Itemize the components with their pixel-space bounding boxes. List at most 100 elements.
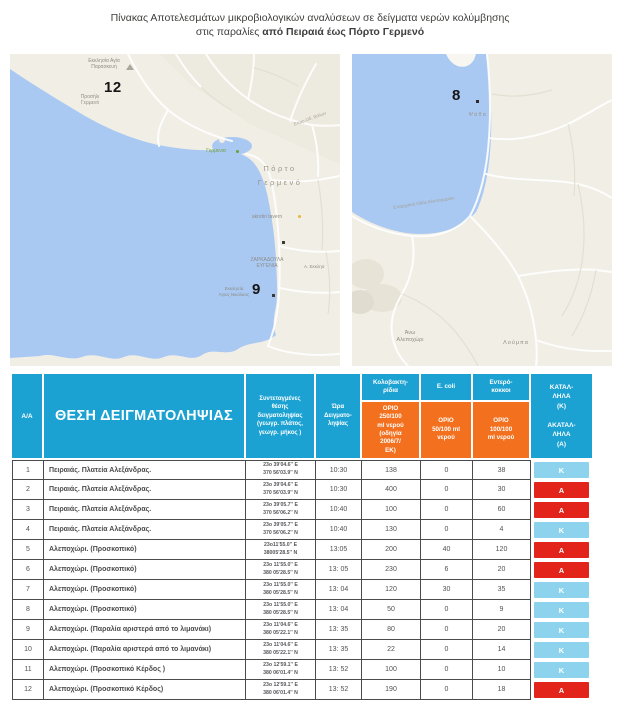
- row-number: 12: [12, 680, 44, 700]
- row-coord-line2: 380 06'01.4'' Ν: [263, 669, 298, 676]
- row-ecoli: 40: [421, 540, 473, 560]
- row-verdict: Κ: [531, 600, 592, 620]
- row-verdict: Α: [531, 500, 592, 520]
- row-coord-line2: 370 56'06.2'' Ν: [263, 509, 298, 516]
- table-row: 7 Αλεποχώρι. (Προσκοπικό) 23o 11'55.0'' …: [12, 580, 592, 600]
- row-ecoli: 0: [421, 660, 473, 680]
- table-row: 3 Πειραιάς. Πλατεία Αλεξάνδρας. 23o 39'0…: [12, 500, 592, 520]
- row-coordinates: 23o 39'05.7'' Ε 370 56'06.2'' Ν: [246, 500, 316, 520]
- row-location: Αλεποχώρι. (Προσκοπικό): [44, 600, 246, 620]
- map-label-church-paraskevi: Εκκλησία Αγία Παρασκευή: [88, 58, 120, 71]
- map-label-loumpa: Λούμπα: [503, 340, 529, 346]
- row-verdict: Α: [531, 540, 592, 560]
- row-coordinates: 23o 11'55.0'' Ε 380 05'28.5'' Ν: [246, 580, 316, 600]
- title-line2-bold: από Πειραιά έως Πόρτο Γερμενό: [262, 26, 425, 38]
- row-coord-line2: 380 05'28.5'' Ν: [263, 569, 298, 576]
- row-coord-line2: 380 05'22.1'' Ν: [263, 629, 298, 636]
- table-row: 2 Πειραιάς. Πλατεία Αλεξάνδρας. 23o 39'0…: [12, 480, 592, 500]
- row-coordinates: 23o 11'55.0'' Ε 380 05'28.5'' Ν: [246, 600, 316, 620]
- row-time: 13: 05: [316, 560, 362, 580]
- row-coordinates: 23o 11'55.0'' Ε 380 05'28.5'' Ν: [246, 560, 316, 580]
- row-coord-line1: 23o 12'59.1'' Ε: [263, 681, 298, 688]
- row-coord-line1: 23o 39'05.7'' Ε: [263, 501, 298, 508]
- row-enterococci: 9: [473, 600, 531, 620]
- map-label-a-ekklis: Α. Εκκλησ: [304, 264, 325, 269]
- table-row: 1 Πειραιάς. Πλατεία Αλεξάνδρας. 23o 39'0…: [12, 460, 592, 480]
- row-coliforms: 190: [362, 680, 421, 700]
- verdict-chip: Κ: [534, 642, 589, 658]
- row-number: 1: [12, 460, 44, 480]
- row-time: 13:05: [316, 540, 362, 560]
- verdict-chip: Κ: [534, 522, 589, 538]
- verdict-chip: Κ: [534, 622, 589, 638]
- header-ecoli-label: E. coli: [421, 374, 471, 400]
- table-row: 10 Αλεποχώρι. (Παραλία αριστερά από το λ…: [12, 640, 592, 660]
- row-coord-line2: 370 56'06.2'' Ν: [263, 529, 298, 536]
- row-verdict: Α: [531, 480, 592, 500]
- row-enterococci: 35: [473, 580, 531, 600]
- header-location: ΘΕΣΗ ΔΕΙΓΜΑΤΟΛΗΨΙΑΣ: [44, 374, 244, 458]
- row-ecoli: 0: [421, 480, 473, 500]
- row-coliforms: 22: [362, 640, 421, 660]
- row-coord-line1: 23o 11'55.0'' Ε: [263, 581, 298, 588]
- page-title: Πίνακας Αποτελεσμάτων μικροβιολογικών αν…: [0, 11, 620, 39]
- row-ecoli: 0: [421, 620, 473, 640]
- row-coliforms: 200: [362, 540, 421, 560]
- row-verdict: Α: [531, 560, 592, 580]
- row-enterococci: 120: [473, 540, 531, 560]
- row-ecoli: 0: [421, 680, 473, 700]
- row-number: 7: [12, 580, 44, 600]
- table-header: Α/Α ΘΕΣΗ ΔΕΙΓΜΑΤΟΛΗΨΙΑΣ Συντεταγμένες θέ…: [12, 374, 592, 458]
- verdict-chip: Κ: [534, 582, 589, 598]
- map-label-zarkadoula: ΖΑΡΚΑΔΟΥΛΑ ΕΥΓΕΝΙΑ: [250, 257, 284, 270]
- map-label-prosili: Προσήλι Γερμενό: [80, 94, 100, 107]
- row-coord-line1: 23o 11'04.6'' Ε: [263, 621, 298, 628]
- map-label-church-nikolaos: Εκκλησία Άγιος Νικόλαος: [218, 286, 250, 297]
- row-coord-line1: 23o 11'55.0'' Ε: [263, 601, 298, 608]
- row-coliforms: 80: [362, 620, 421, 640]
- table-row: 6 Αλεποχώρι. (Προσκοπικό) 23o 11'55.0'' …: [12, 560, 592, 580]
- row-coordinates: 23o11'55.0'' Ε 38005'28.5'' Ν: [246, 540, 316, 560]
- row-coordinates: 23o 39'04.6'' Ε 370 56'03.9'' Ν: [246, 480, 316, 500]
- verdict-chip: Α: [534, 502, 589, 518]
- row-coord-line2: 380 05'28.5'' Ν: [263, 589, 298, 596]
- row-time: 13: 35: [316, 640, 362, 660]
- row-coord-line2: 370 56'03.9'' Ν: [263, 470, 298, 476]
- row-coordinates: 23o 12'59.1'' Ε 380 06'01.4'' Ν: [246, 660, 316, 680]
- row-location: Πειραιάς. Πλατεία Αλεξάνδρας.: [44, 520, 246, 540]
- row-coordinates: 23o 11'04.6'' Ε 380 05'22.1'' Ν: [246, 620, 316, 640]
- row-ecoli: 6: [421, 560, 473, 580]
- row-enterococci: 10: [473, 660, 531, 680]
- row-time: 13: 35: [316, 620, 362, 640]
- row-enterococci: 20: [473, 560, 531, 580]
- row-coord-line2: 380 05'22.1'' Ν: [263, 649, 298, 656]
- row-coliforms: 100: [362, 660, 421, 680]
- row-coliforms: 130: [362, 520, 421, 540]
- map-psatha: 8 Ψάθα Επαρχιακή Οδός Αλεποχωρίου Άνω Αλ…: [352, 54, 612, 366]
- title-line2-prefix: στις παραλίες: [195, 26, 263, 38]
- header-coliforms: Κολοβακτη- ρίδια ΟΡΙΟ 250/100 ml νερού (…: [362, 374, 419, 458]
- row-verdict: Α: [531, 680, 592, 700]
- row-location: Πειραιάς. Πλατεία Αλεξάνδρας.: [44, 500, 246, 520]
- verdict-chip: Α: [534, 682, 589, 698]
- row-coord-line1: 23o11'55.0'' Ε: [263, 541, 298, 548]
- map-right-graphic: [352, 54, 612, 366]
- row-coliforms: 138: [362, 460, 421, 480]
- germenia-poi-dot: [236, 150, 239, 153]
- row-coord-line2: 38005'28.5'' Ν: [263, 549, 298, 556]
- row-coordinates: 23o 39'04.6'' Ε 370 56'03.9'' Ν: [246, 460, 316, 480]
- verdict-chip: Κ: [534, 662, 589, 678]
- row-enterococci: 20: [473, 620, 531, 640]
- row-coliforms: 230: [362, 560, 421, 580]
- title-line1: Πίνακας Αποτελεσμάτων μικροβιολογικών αν…: [110, 12, 510, 24]
- header-aa: Α/Α: [12, 374, 42, 458]
- table-row: 8 Αλεποχώρι. (Προσκοπικό) 23o 11'55.0'' …: [12, 600, 592, 620]
- row-number: 6: [12, 560, 44, 580]
- row-location: Πειραιάς. Πλατεία Αλεξάνδρας.: [44, 460, 246, 480]
- table-row: 4 Πειραιάς. Πλατεία Αλεξάνδρας. 23o 39'0…: [12, 520, 592, 540]
- map-label-germenia: Γερμενια: [206, 148, 226, 154]
- row-location: Αλεποχώρι. (Προσκοπικό): [44, 580, 246, 600]
- table-row: 12 Αλεποχώρι. (Προσκοπικό Κέρδος) 23o 12…: [12, 680, 592, 700]
- row-time: 13: 52: [316, 660, 362, 680]
- row-ecoli: 0: [421, 600, 473, 620]
